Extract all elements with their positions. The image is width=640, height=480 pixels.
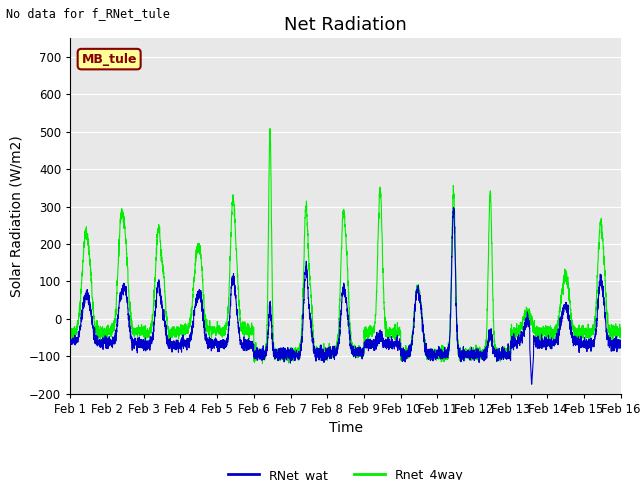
Line: RNet_wat: RNet_wat	[70, 207, 621, 384]
X-axis label: Time: Time	[328, 421, 363, 435]
RNet_wat	[438, 356, 446, 362]
Text: MB_tule: MB_tule	[81, 53, 137, 66]
RNet_wat	[450, 204, 458, 210]
RNet_wat	[325, 349, 333, 355]
RNet_wat	[67, 338, 74, 344]
Rnet_4way	[617, 331, 625, 336]
Rnet_4way	[166, 328, 173, 334]
RNet_wat	[528, 382, 536, 387]
Rnet_4way	[266, 126, 274, 132]
Title: Net Radiation: Net Radiation	[284, 16, 407, 34]
RNet_wat	[469, 349, 477, 355]
Rnet_4way	[500, 352, 508, 358]
RNet_wat	[166, 342, 173, 348]
RNet_wat	[500, 354, 508, 360]
Rnet_4way	[67, 329, 74, 335]
RNet_wat	[616, 345, 624, 350]
Legend: RNet_wat, Rnet_4way: RNet_wat, Rnet_4way	[223, 464, 468, 480]
RNet_wat	[617, 343, 625, 349]
Rnet_4way	[616, 328, 624, 334]
Rnet_4way	[259, 360, 266, 366]
Text: No data for f_RNet_tule: No data for f_RNet_tule	[6, 7, 170, 20]
Rnet_4way	[325, 340, 333, 346]
Rnet_4way	[469, 348, 477, 354]
Y-axis label: Solar Radiation (W/m2): Solar Radiation (W/m2)	[10, 135, 24, 297]
Line: Rnet_4way: Rnet_4way	[70, 129, 621, 363]
Rnet_4way	[439, 352, 447, 358]
